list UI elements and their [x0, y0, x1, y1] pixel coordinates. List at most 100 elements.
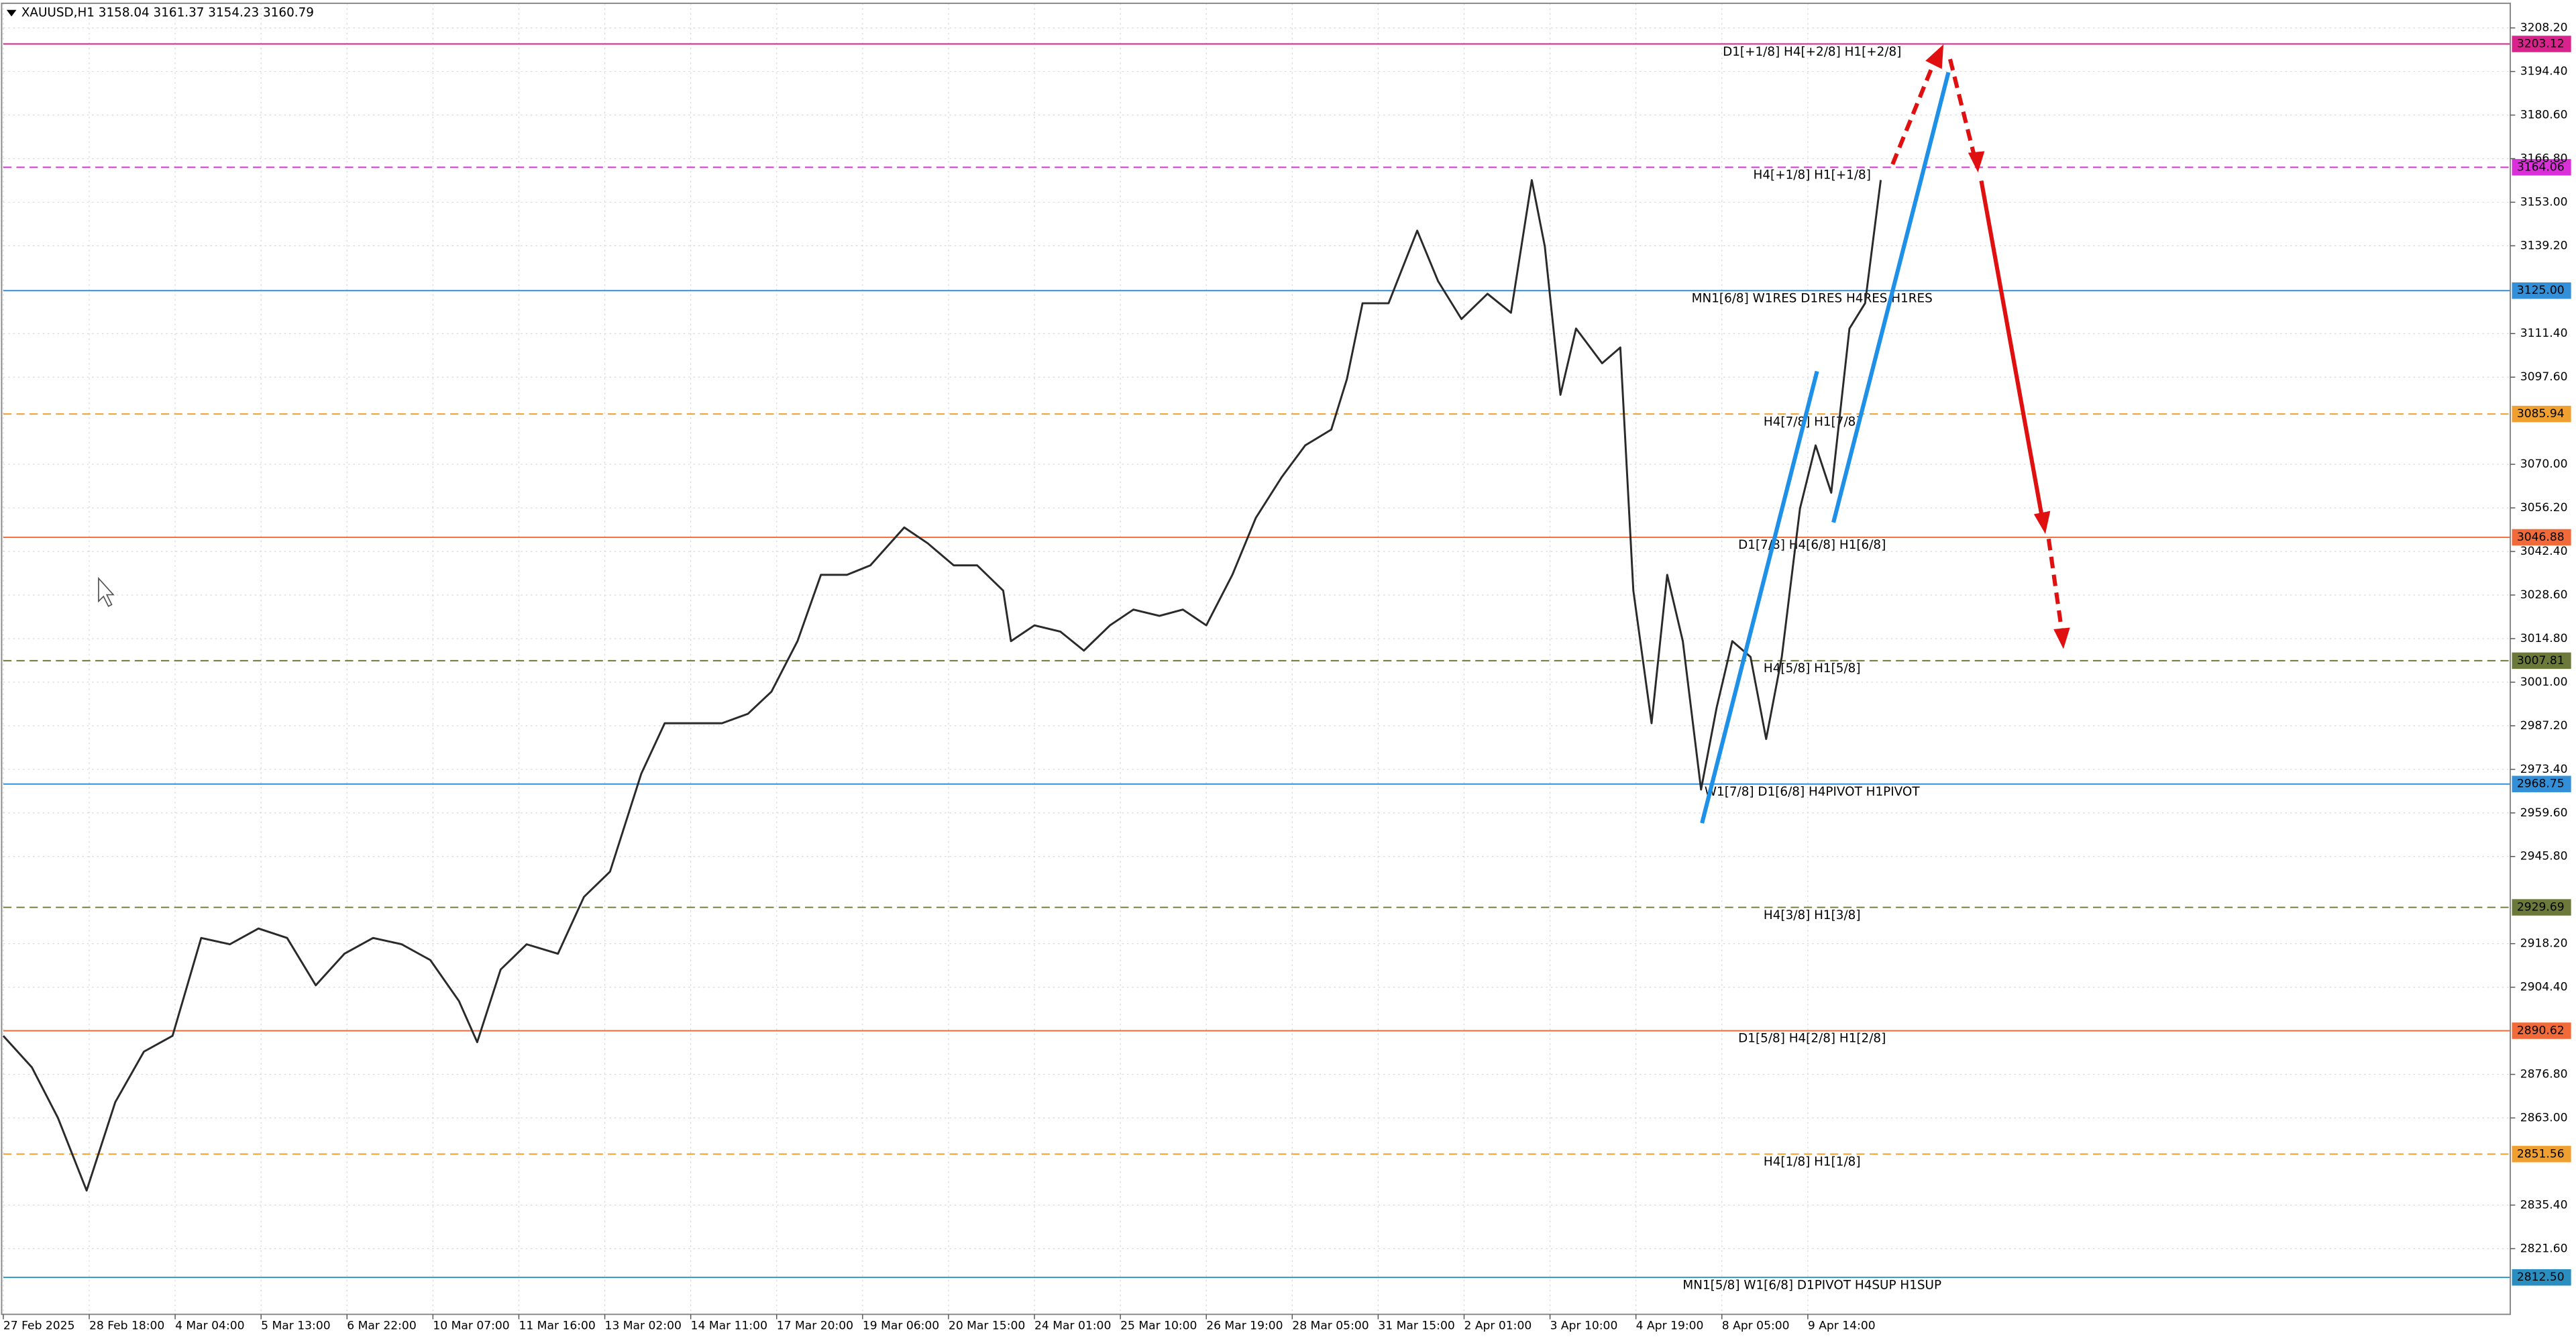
x-tick-label: 28 Mar 05:00 [1292, 1319, 1368, 1332]
y-tick-label: 2835.40 [2520, 1198, 2568, 1212]
level-label: H4[3/8] H1[3/8] [1764, 908, 1861, 922]
price-tag-label: 3203.12 [2517, 38, 2565, 51]
x-tick-label: 13 Mar 02:00 [605, 1319, 682, 1332]
x-tick-label: 4 Apr 19:00 [1636, 1319, 1704, 1332]
y-tick-label: 3056.20 [2520, 501, 2568, 515]
level-label: MN1[6/8] W1RES D1RES H4RES H1RES [1692, 291, 1933, 305]
mouse-cursor [98, 576, 115, 607]
level-label: D1[5/8] H4[2/8] H1[2/8] [1738, 1032, 1886, 1046]
y-tick-label: 3153.00 [2520, 195, 2568, 209]
x-tick-label: 10 Mar 07:00 [433, 1319, 509, 1332]
arrow-head [2053, 627, 2070, 649]
arrow-head [1925, 44, 1944, 69]
level-label: D1[7/8] H4[6/8] H1[6/8] [1738, 538, 1886, 552]
level-label: H4[5/8] H1[5/8] [1764, 661, 1861, 676]
y-tick-label: 2904.40 [2520, 981, 2568, 994]
price-tag [2512, 282, 2571, 299]
price-tag [2512, 529, 2571, 546]
x-tick-label: 5 Mar 13:00 [261, 1319, 330, 1332]
y-tick-label: 3014.80 [2520, 632, 2568, 645]
y-tick-label: 3028.60 [2520, 588, 2568, 602]
x-tick-label: 27 Feb 2025 [3, 1319, 75, 1332]
y-tick-label: 2918.20 [2520, 937, 2568, 951]
price-layer [2, 179, 1882, 1192]
price-tag-label: 2929.69 [2517, 901, 2565, 914]
price-tag-label: 2851.56 [2517, 1147, 2565, 1161]
level-label: W1[7/8] D1[6/8] H4PIVOT H1PIVOT [1705, 785, 1920, 799]
y-tick-label: 2876.80 [2520, 1068, 2568, 1081]
y-tick-label: 2945.80 [2520, 850, 2568, 863]
level-label: H4[+1/8] H1[+1/8] [1754, 168, 1871, 182]
price-tag-label: 2968.75 [2517, 778, 2565, 791]
price-tag-label: 3164.06 [2517, 160, 2565, 174]
x-tick-label: 19 Mar 06:00 [863, 1319, 939, 1332]
x-tick-label: 31 Mar 15:00 [1378, 1319, 1454, 1332]
x-tick-label: 4 Mar 04:00 [175, 1319, 244, 1332]
price-tag [2512, 899, 2571, 916]
forecast-arrow [2046, 538, 2064, 631]
price-tag [2512, 159, 2571, 176]
x-tick-label: 28 Feb 18:00 [89, 1319, 164, 1332]
arrow-head [1968, 151, 1985, 173]
menu-triangle [6, 9, 17, 17]
price-tag-label: 2890.62 [2517, 1024, 2565, 1037]
price-tag [2512, 1146, 2571, 1163]
annotations [98, 44, 2070, 824]
x-tick-label: 24 Mar 01:00 [1034, 1319, 1111, 1332]
price-tag [2512, 775, 2571, 792]
grid-layer [3, 3, 2511, 1315]
trend-line [1831, 72, 1951, 523]
y-tick-label: 3042.40 [2520, 545, 2568, 558]
x-tick-label: 26 Mar 19:00 [1206, 1319, 1283, 1332]
price-tag [2512, 405, 2571, 423]
x-tick-label: 9 Apr 14:00 [1808, 1319, 1876, 1332]
y-tick-label: 2973.40 [2520, 763, 2568, 776]
y-tick-label: 3001.00 [2520, 676, 2568, 689]
price-tag [2512, 652, 2571, 670]
price-tag [2512, 1022, 2571, 1039]
price-tag-label: 3046.88 [2517, 531, 2565, 544]
plot-frame [1, 2, 2512, 1316]
price-line [2, 179, 1882, 1192]
y-tick-label: 2863.00 [2520, 1111, 2568, 1124]
price-tag [2512, 36, 2571, 52]
y-tick-label: 3208.20 [2520, 21, 2568, 35]
y-tick-label: 3097.60 [2520, 370, 2568, 384]
levels-layer: D1[+1/8] H4[+2/8] H1[+2/8] 3203.12 H4[+1/8… [3, 36, 2571, 1292]
y-tick-label: 3139.20 [2520, 239, 2568, 252]
arrow-head [2033, 511, 2051, 534]
level-label: H4[7/8] H1[7/8] [1764, 415, 1861, 429]
price-tag [2512, 1269, 2571, 1286]
trend-line [1700, 370, 1819, 824]
x-tick-label: 20 Mar 15:00 [949, 1319, 1025, 1332]
y-tick-label: 2987.20 [2520, 719, 2568, 733]
x-tick-label: 17 Mar 20:00 [777, 1319, 853, 1332]
x-tick-label: 14 Mar 11:00 [691, 1319, 767, 1332]
level-label: MN1[5/8] W1[6/8] D1PIVOT H4SUP H1SUP [1682, 1278, 1941, 1292]
x-tick-label: 3 Apr 10:00 [1550, 1319, 1618, 1332]
y-tick-label: 3070.00 [2520, 458, 2568, 471]
forecast-arrow [1979, 180, 2045, 519]
level-label: D1[+1/8] H4[+2/8] H1[+2/8] [1723, 45, 1901, 59]
x-tick-label: 25 Mar 10:00 [1120, 1319, 1197, 1332]
price-tag-label: 3125.00 [2517, 284, 2565, 297]
y-tick-label: 3111.40 [2520, 327, 2568, 340]
x-tick-label: 8 Apr 05:00 [1722, 1319, 1790, 1332]
price-tag-label: 3085.94 [2517, 407, 2565, 421]
x-tick-label: 11 Mar 16:00 [519, 1319, 595, 1332]
price-tag-label: 2812.50 [2517, 1271, 2565, 1284]
x-tick-label: 6 Mar 22:00 [347, 1319, 416, 1332]
level-label: H4[1/8] H1[1/8] [1764, 1155, 1861, 1169]
y-tick-label: 2821.60 [2520, 1242, 2568, 1255]
x-tick-label: 2 Apr 01:00 [1464, 1319, 1532, 1332]
y-tick-label: 3194.40 [2520, 65, 2568, 78]
price-tag-label: 3007.81 [2517, 654, 2565, 667]
y-tick-label: 3180.60 [2520, 109, 2568, 122]
forecast-arrow [1890, 58, 1937, 166]
y-tick-label: 3166.80 [2520, 152, 2568, 165]
y-tick-label: 2959.60 [2520, 806, 2568, 820]
chart-title: XAUUSD,H1 3158.04 3161.37 3154.23 3160.7… [21, 6, 314, 20]
